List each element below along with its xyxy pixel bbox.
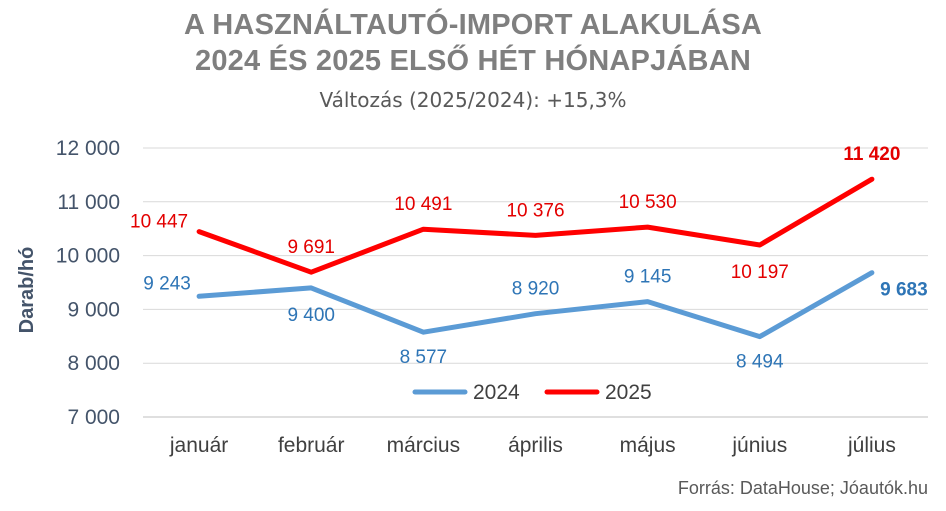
x-category-label: március (387, 434, 461, 457)
data-label-2025: 10 197 (731, 262, 789, 283)
legend-label-2025: 2025 (605, 381, 652, 404)
y-axis-ticks: 7 000 8 000 9 000 10 000 11 000 12 000 (56, 137, 120, 429)
series-line-2024 (196, 270, 875, 340)
data-labels: 9 243 9 400 8 577 8 920 9 145 8 494 9 683 10 44… (130, 144, 928, 372)
x-category-label: február (278, 434, 345, 457)
x-axis-categories: január február március április május június jú… (169, 434, 896, 457)
data-label-2025: 10 447 (130, 212, 188, 233)
y-tick-label: 8 000 (67, 352, 120, 375)
data-label-2024: 9 400 (287, 305, 335, 326)
data-label-2025: 10 530 (619, 192, 677, 213)
y-tick-label: 7 000 (67, 406, 120, 429)
series-line-2025 (196, 176, 875, 275)
x-category-label: május (620, 434, 676, 457)
y-tick-label: 11 000 (57, 191, 120, 214)
data-label-2024: 8 494 (736, 352, 784, 373)
y-tick-label: 12 000 (56, 137, 120, 160)
data-label-2024: 8 920 (512, 279, 560, 300)
data-label-2024: 9 145 (624, 267, 672, 288)
data-label-2024: 9 243 (143, 273, 191, 294)
y-tick-label: 10 000 (56, 245, 120, 268)
data-label-2024: 8 577 (400, 347, 448, 368)
data-label-2025: 10 376 (506, 200, 564, 221)
series-lines (196, 176, 875, 340)
chart-title-line1: A HASZNÁLTAUTÓ-IMPORT ALAKULÁSA (183, 9, 763, 41)
data-label-2024: 9 683 (880, 280, 928, 301)
data-label-2025: 10 491 (394, 194, 452, 215)
x-category-label: január (169, 434, 228, 457)
chart-title-line2: 2024 ÉS 2025 ELSŐ HÉT HÓNAPJÁBAN (195, 45, 751, 77)
gridlines (143, 147, 928, 418)
data-label-2025: 11 420 (843, 144, 900, 165)
source-note: Forrás: DataHouse; Jóautók.hu (677, 478, 928, 498)
chart-subtitle: Változás (2025/2024): +15,3% (319, 88, 627, 112)
y-axis-label: Darab/hó (16, 247, 38, 334)
data-label-2025: 9 691 (287, 237, 335, 258)
y-tick-label: 9 000 (67, 298, 120, 321)
x-category-label: június (731, 434, 787, 457)
x-category-label: július (847, 434, 896, 457)
legend-label-2024: 2024 (473, 381, 520, 404)
x-category-label: április (508, 434, 563, 457)
legend: 2024 2025 (412, 381, 652, 404)
